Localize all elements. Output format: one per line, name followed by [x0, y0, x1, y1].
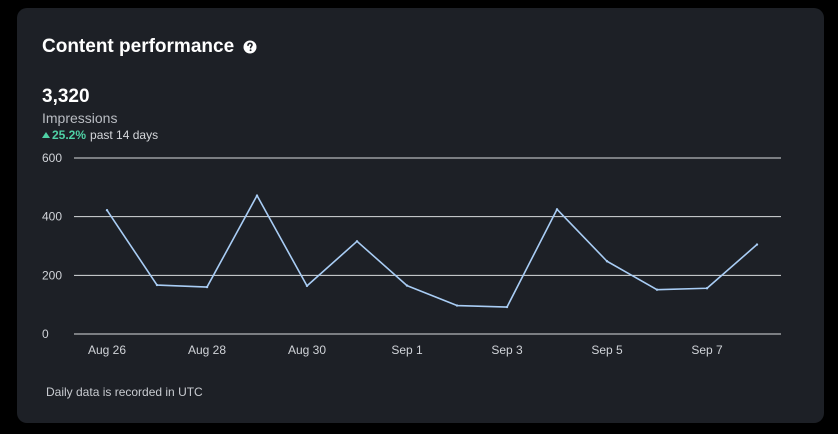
- y-tick-label: 600: [42, 151, 62, 165]
- data-point: [705, 287, 709, 290]
- content-performance-card: Content performance 3,320 Impressions 25…: [17, 8, 824, 423]
- x-tick-label: Sep 3: [491, 343, 523, 357]
- data-point: [505, 305, 509, 309]
- x-tick-label: Aug 30: [288, 343, 326, 357]
- data-point: [655, 288, 659, 291]
- change-percent: 25.2%: [52, 128, 87, 142]
- x-tick-label: Aug 26: [88, 343, 126, 357]
- data-point: [555, 208, 559, 211]
- data-point: [305, 284, 309, 288]
- data-point: [155, 283, 159, 287]
- utc-footnote: Daily data is recorded in UTC: [46, 385, 203, 399]
- y-tick-label: 400: [42, 210, 62, 224]
- data-point: [755, 243, 759, 246]
- change-period: past 14 days: [90, 128, 159, 142]
- card-title: Content performance: [42, 36, 235, 57]
- x-tick-label: Sep 1: [391, 343, 423, 357]
- question-circle-icon[interactable]: [243, 40, 257, 54]
- x-tick-label: Sep 7: [691, 343, 723, 357]
- triangle-up-icon: [42, 131, 50, 138]
- data-point: [405, 284, 409, 287]
- impressions-label: Impressions: [42, 110, 118, 126]
- data-point: [605, 260, 609, 263]
- x-tick-label: Sep 5: [591, 343, 623, 357]
- impressions-series-line: [106, 194, 758, 308]
- y-tick-label: 0: [42, 327, 49, 341]
- data-point: [455, 304, 459, 307]
- data-point: [105, 209, 109, 212]
- data-point: [255, 194, 259, 197]
- change-indicator: 25.2% past 14 days: [42, 127, 158, 143]
- y-tick-label: 200: [42, 268, 62, 282]
- data-point: [205, 285, 209, 289]
- x-tick-label: Aug 28: [188, 343, 226, 357]
- data-point: [355, 240, 359, 243]
- card-header: Content performance: [42, 34, 257, 60]
- impressions-line-chart: 0 200 400 600 Aug 26 Aug 28 Aug 30 Sep 1 Sep 3 Se…: [42, 151, 781, 357]
- impressions-value: 3,320: [42, 86, 90, 107]
